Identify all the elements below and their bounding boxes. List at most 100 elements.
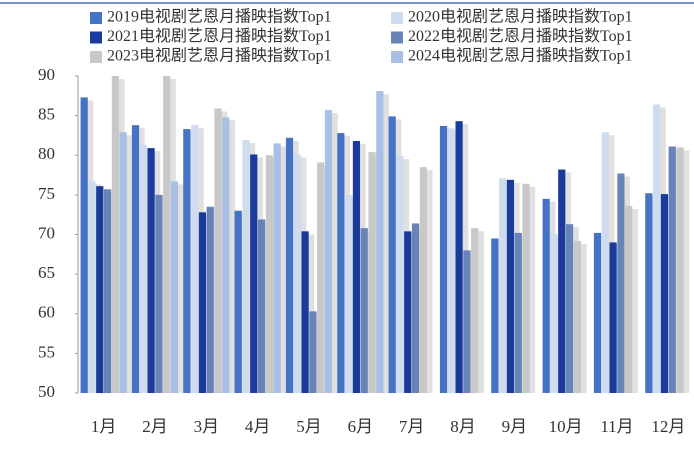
- bar: [617, 173, 625, 393]
- bar: [337, 133, 345, 393]
- x-tick-label: 7月: [399, 417, 425, 436]
- bar: [499, 178, 507, 393]
- x-tick-label: 12月: [651, 417, 685, 436]
- bar: [111, 76, 119, 393]
- bar-shadow: [476, 231, 484, 393]
- bar: [368, 152, 376, 393]
- bar: [514, 232, 522, 393]
- bar: [396, 156, 404, 393]
- bar-shadow: [330, 113, 338, 393]
- bar: [471, 228, 479, 393]
- bar: [660, 194, 669, 393]
- bar-shadow: [279, 146, 287, 393]
- x-tick-label: 4月: [245, 417, 271, 436]
- bar: [565, 224, 574, 393]
- bar: [653, 104, 661, 393]
- legend-swatch: [391, 12, 403, 24]
- legend-label: 2020电视剧艺恩月播映指数Top1: [408, 8, 633, 26]
- bar: [645, 193, 653, 393]
- bar: [411, 223, 420, 393]
- bar: [131, 125, 140, 393]
- bar: [301, 231, 309, 393]
- y-tick-label: 60: [38, 303, 55, 322]
- x-tick-label: 8月: [450, 417, 476, 436]
- bar: [419, 167, 427, 393]
- x-tick-label: 3月: [194, 417, 220, 436]
- bar-shadow: [176, 184, 184, 393]
- bar: [214, 108, 222, 394]
- legend-swatch: [391, 31, 403, 44]
- legend-label: 2023电视剧艺恩月播映指数Top1: [107, 47, 332, 65]
- legend-label: 2021电视剧艺恩月播映指数Top1: [107, 27, 332, 45]
- bar: [183, 129, 191, 393]
- bar: [80, 97, 88, 394]
- legend-label: 2022电视剧艺恩月播映指数Top1: [408, 27, 633, 45]
- y-tick-label: 70: [38, 223, 55, 242]
- bar: [522, 183, 530, 393]
- legend-label: 2019电视剧艺恩月播映指数Top1: [107, 8, 332, 26]
- legend-swatch: [90, 51, 102, 63]
- bar: [376, 91, 384, 394]
- y-tick-label: 85: [38, 105, 55, 124]
- legend-swatch: [90, 31, 102, 44]
- bar: [352, 140, 361, 393]
- y-tick-label: 75: [38, 184, 55, 203]
- bar: [324, 110, 333, 393]
- bar: [676, 147, 684, 393]
- bar: [360, 228, 368, 393]
- x-tick-label: 5月: [296, 417, 322, 436]
- x-tick-label: 11月: [600, 417, 633, 436]
- bar: [96, 186, 104, 393]
- bar-shadow: [682, 150, 690, 393]
- bar: [506, 179, 515, 393]
- bar-shadow: [528, 186, 536, 393]
- bar: [285, 137, 294, 393]
- bar: [317, 162, 325, 393]
- bar: [234, 210, 242, 393]
- bar: [573, 240, 581, 393]
- legend-swatch: [90, 12, 102, 24]
- legend-swatch: [391, 51, 403, 63]
- y-tick-label: 50: [38, 382, 55, 401]
- bar-shadow: [425, 170, 433, 393]
- bar: [139, 144, 147, 393]
- bar: [163, 76, 171, 393]
- bar: [265, 155, 273, 393]
- bar: [668, 146, 676, 393]
- bar: [345, 194, 353, 393]
- bar: [463, 250, 471, 393]
- bar-shadow: [125, 135, 133, 393]
- bar-shadow: [381, 94, 390, 394]
- bar: [191, 125, 199, 393]
- bar: [550, 233, 558, 393]
- bar: [491, 238, 499, 393]
- bar: [103, 189, 112, 393]
- bar: [309, 311, 317, 393]
- bar-shadow: [227, 120, 236, 394]
- bar: [625, 205, 633, 393]
- bar: [155, 194, 163, 393]
- bar: [242, 140, 250, 393]
- bar: [222, 117, 230, 394]
- bar: [273, 143, 281, 393]
- bar: [447, 128, 455, 393]
- bar-shadow: [630, 208, 638, 393]
- bar: [250, 154, 258, 393]
- bar: [147, 148, 155, 393]
- y-tick-label: 55: [38, 342, 55, 361]
- y-tick-label: 90: [38, 65, 55, 84]
- bar: [293, 154, 301, 393]
- x-tick-label: 9月: [502, 417, 528, 436]
- bar: [88, 181, 96, 393]
- bar-shadow: [579, 243, 587, 393]
- bar: [558, 169, 566, 393]
- legend-label: 2024电视剧艺恩月播映指数Top1: [408, 47, 633, 65]
- bar: [455, 121, 463, 394]
- bar: [388, 116, 396, 393]
- bar: [593, 232, 602, 393]
- y-tick-label: 80: [38, 144, 55, 163]
- x-tick-label: 1月: [91, 417, 117, 436]
- bar: [170, 181, 179, 393]
- x-tick-label: 2月: [142, 417, 168, 436]
